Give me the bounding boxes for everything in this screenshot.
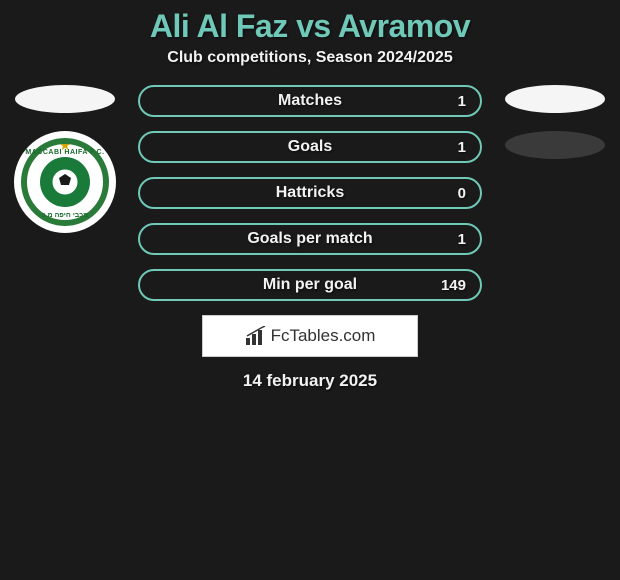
stat-bar: Min per goal 149	[138, 269, 482, 301]
stat-bar-value: 1	[458, 231, 466, 248]
stat-bar-label: Goals	[288, 138, 332, 156]
club-badge-left: ★ MACCABI HAIFA F.C. מכבי חיפה מ.כ	[14, 131, 116, 233]
stat-bar-value: 0	[458, 185, 466, 202]
right-player-ellipse-1	[505, 85, 605, 113]
subtitle: Club competitions, Season 2024/2025	[0, 49, 620, 85]
badge-text-top: MACCABI HAIFA F.C.	[25, 149, 104, 156]
stat-bar-label: Hattricks	[276, 184, 344, 202]
stat-bar: Matches 1	[138, 85, 482, 117]
stat-bar-value: 149	[441, 277, 466, 294]
left-player-ellipse	[15, 85, 115, 113]
logo-text: FcTables.com	[271, 326, 376, 346]
stat-bar-label: Matches	[278, 92, 342, 110]
stat-bar-label: Min per goal	[263, 276, 357, 294]
badge-text-bottom: מכבי חיפה מ.כ	[42, 212, 89, 219]
stat-bar: Hattricks 0	[138, 177, 482, 209]
page-title: Ali Al Faz vs Avramov	[0, 0, 620, 49]
stat-bar: Goals 1	[138, 131, 482, 163]
stat-bar-value: 1	[458, 139, 466, 156]
chart-icon	[245, 326, 267, 346]
content-area: ★ MACCABI HAIFA F.C. מכבי חיפה מ.כ Match…	[0, 85, 620, 301]
fctables-logo: FcTables.com	[202, 315, 418, 357]
stat-bar-label: Goals per match	[247, 230, 372, 248]
right-player-ellipse-2	[505, 131, 605, 159]
date-text: 14 february 2025	[0, 371, 620, 391]
stat-bars: Matches 1 Goals 1 Hattricks 0 Goals per match 1…	[138, 85, 482, 301]
ball-icon	[50, 167, 80, 197]
stat-bar-value: 1	[458, 93, 466, 110]
right-player-column	[500, 85, 610, 177]
left-player-column: ★ MACCABI HAIFA F.C. מכבי חיפה מ.כ	[10, 85, 120, 233]
badge-inner	[40, 157, 90, 207]
stat-bar: Goals per match 1	[138, 223, 482, 255]
